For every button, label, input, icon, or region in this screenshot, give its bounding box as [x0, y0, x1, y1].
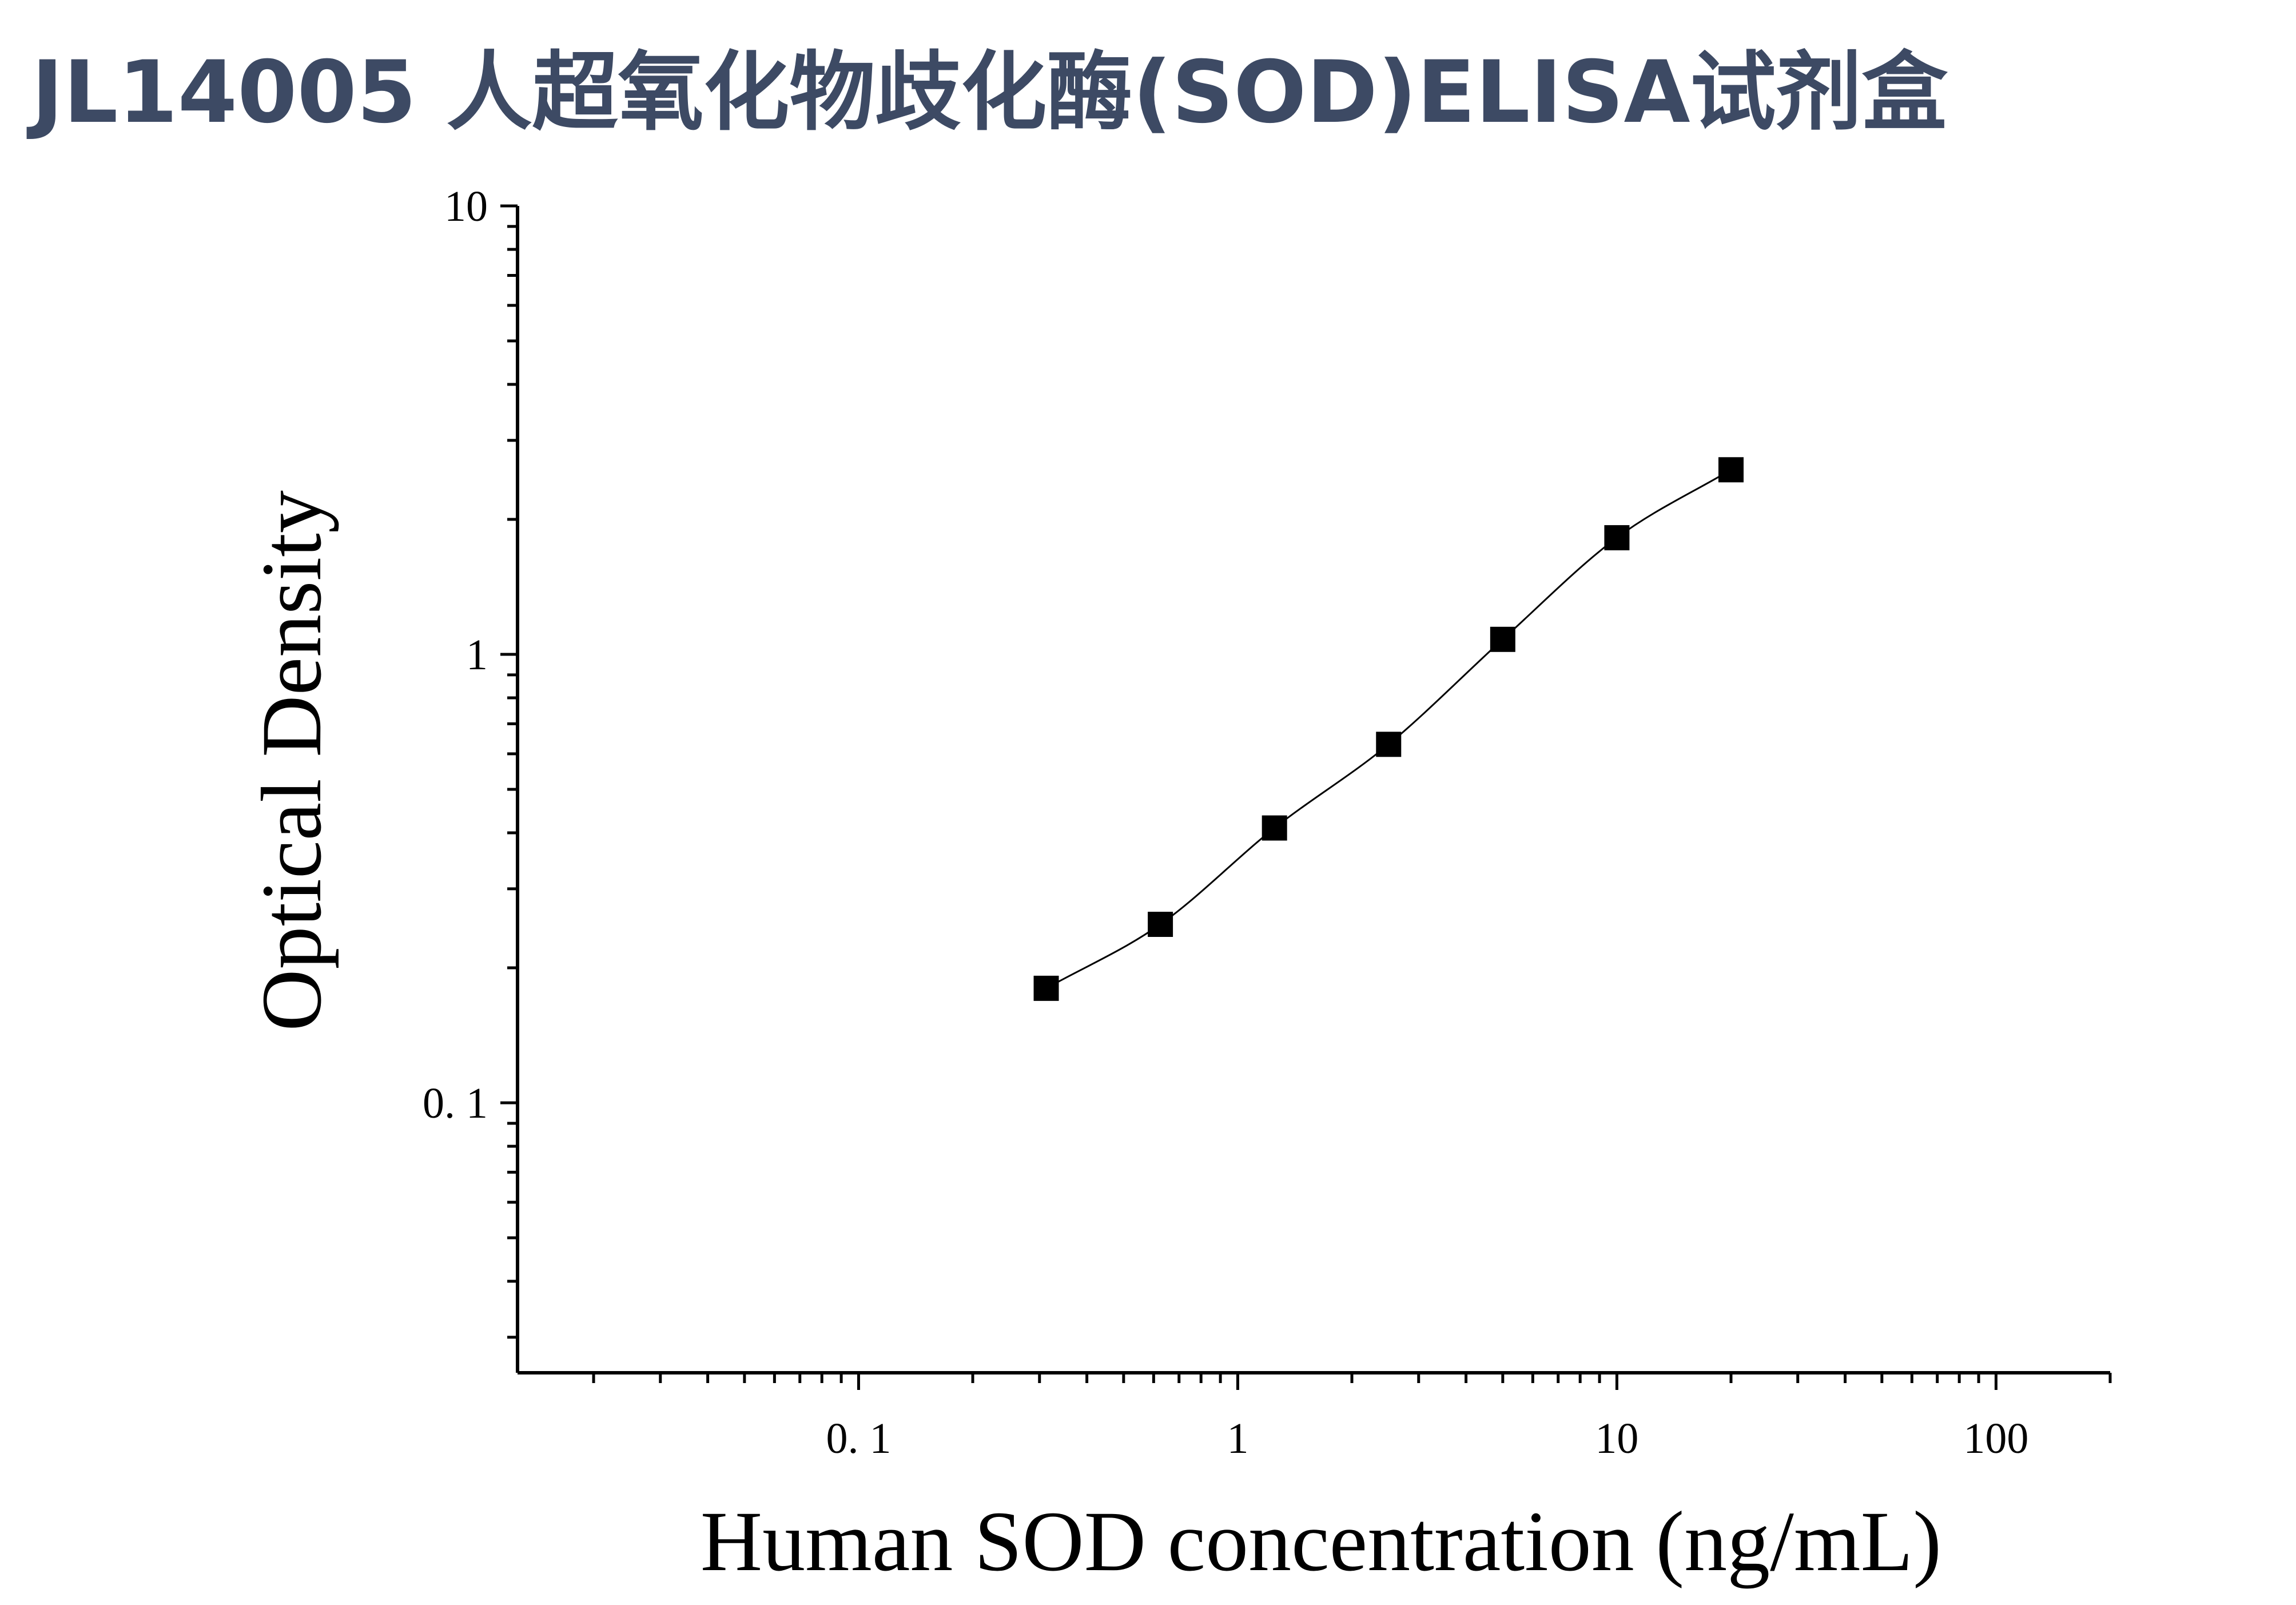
data-point	[1718, 457, 1744, 483]
x-tick-label: 10	[1595, 1415, 1638, 1463]
x-axis-label: Human SOD concentration (ng/mL)	[701, 1494, 1941, 1589]
data-point	[1490, 626, 1515, 652]
x-tick-label: 0. 1	[826, 1415, 891, 1463]
data-point	[1262, 815, 1287, 841]
data-point	[1148, 912, 1173, 937]
y-tick-label: 10	[444, 182, 488, 231]
x-tick-label: 1	[1227, 1415, 1248, 1463]
data-point	[1604, 525, 1630, 551]
data-point	[1376, 732, 1402, 757]
y-axis-ticks: 0. 1 1 10	[423, 182, 518, 1339]
y-axis-label: Optical Density	[244, 490, 339, 1031]
data-points	[1033, 457, 1744, 1001]
page-title: JL14005 人超氧化物歧化酶(SOD)ELISA试剂盒	[31, 43, 1948, 142]
axes	[516, 206, 2110, 1374]
x-axis-ticks: 0. 1 1 10 100	[592, 1373, 2112, 1463]
y-tick-label: 1	[466, 631, 488, 679]
data-point	[1033, 975, 1059, 1001]
y-tick-label: 0. 1	[423, 1079, 488, 1127]
x-tick-label: 100	[1963, 1415, 2028, 1463]
